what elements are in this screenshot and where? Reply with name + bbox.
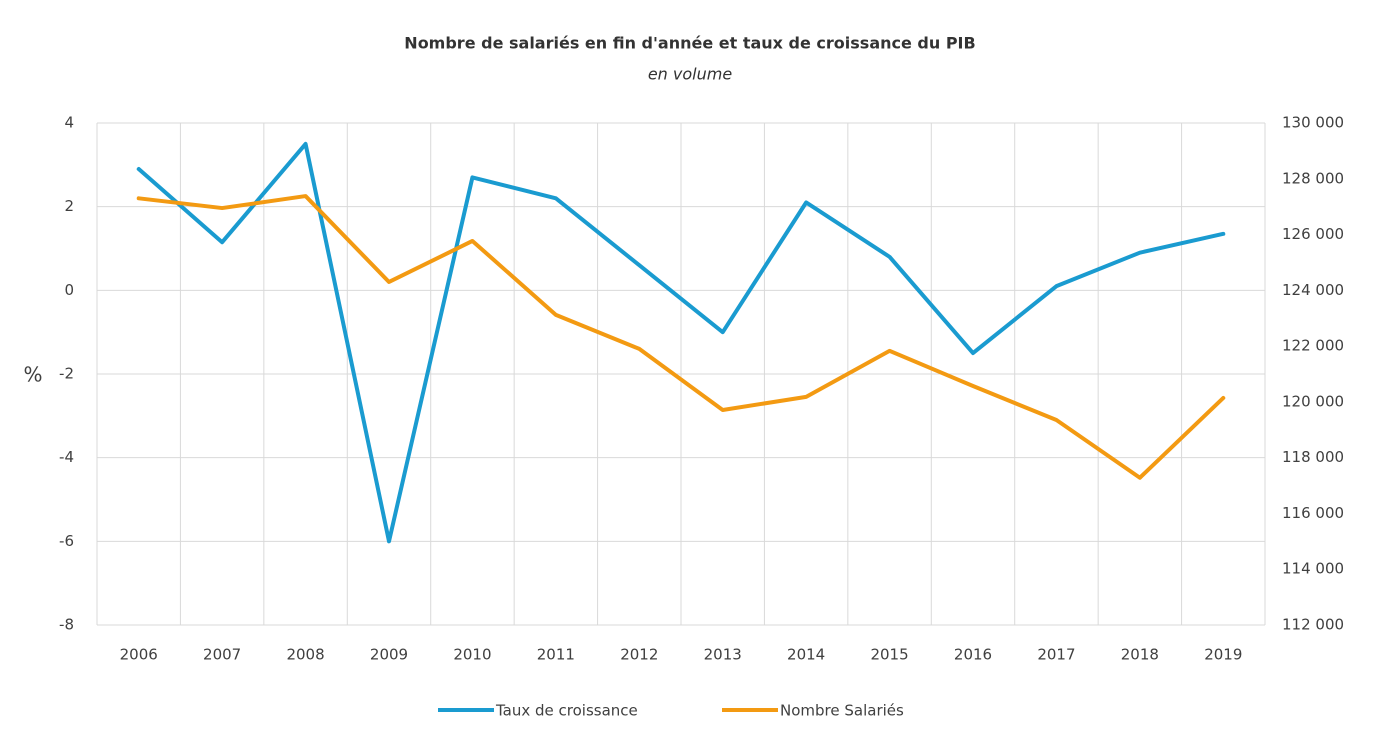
x-tick-label: 2011 (537, 646, 575, 664)
y2-tick-label: 128 000 (1282, 169, 1344, 187)
y2-tick-label: 130 000 (1282, 114, 1344, 132)
legend-label: Taux de croissance (495, 702, 638, 720)
y-axis-label: % (23, 363, 42, 387)
y-tick-label: -8 (59, 616, 74, 634)
y2-tick-label: 120 000 (1282, 392, 1344, 410)
x-tick-label: 2008 (286, 646, 324, 664)
x-tick-label: 2009 (370, 646, 408, 664)
y2-tick-label: 112 000 (1282, 616, 1344, 634)
y-tick-label: -6 (59, 532, 74, 550)
y-tick-label: 4 (64, 114, 74, 132)
x-tick-label: 2019 (1204, 646, 1242, 664)
x-tick-label: 2010 (453, 646, 491, 664)
x-tick-label: 2014 (787, 646, 825, 664)
y2-tick-label: 124 000 (1282, 281, 1344, 299)
x-tick-label: 2016 (954, 646, 992, 664)
x-tick-label: 2006 (120, 646, 158, 664)
x-tick-label: 2012 (620, 646, 658, 664)
y2-tick-label: 114 000 (1282, 560, 1344, 578)
x-tick-label: 2017 (1037, 646, 1075, 664)
x-tick-label: 2007 (203, 646, 241, 664)
chart-title: Nombre de salariés en fin d'année et tau… (404, 34, 975, 53)
y-tick-label: 0 (64, 281, 74, 299)
y2-tick-label: 122 000 (1282, 337, 1344, 355)
y2-tick-label: 118 000 (1282, 448, 1344, 466)
y-tick-label: -4 (59, 448, 74, 466)
x-tick-label: 2018 (1121, 646, 1159, 664)
legend-label: Nombre Salariés (780, 702, 904, 720)
y2-tick-label: 126 000 (1282, 225, 1344, 243)
series-line (136, 194, 1226, 480)
chart-subtitle: en volume (648, 65, 733, 84)
y2-tick-label: 116 000 (1282, 504, 1344, 522)
y-tick-label: 2 (64, 197, 74, 215)
x-tick-label: 2013 (704, 646, 742, 664)
x-tick-label: 2015 (870, 646, 908, 664)
y-tick-label: -2 (59, 365, 74, 383)
